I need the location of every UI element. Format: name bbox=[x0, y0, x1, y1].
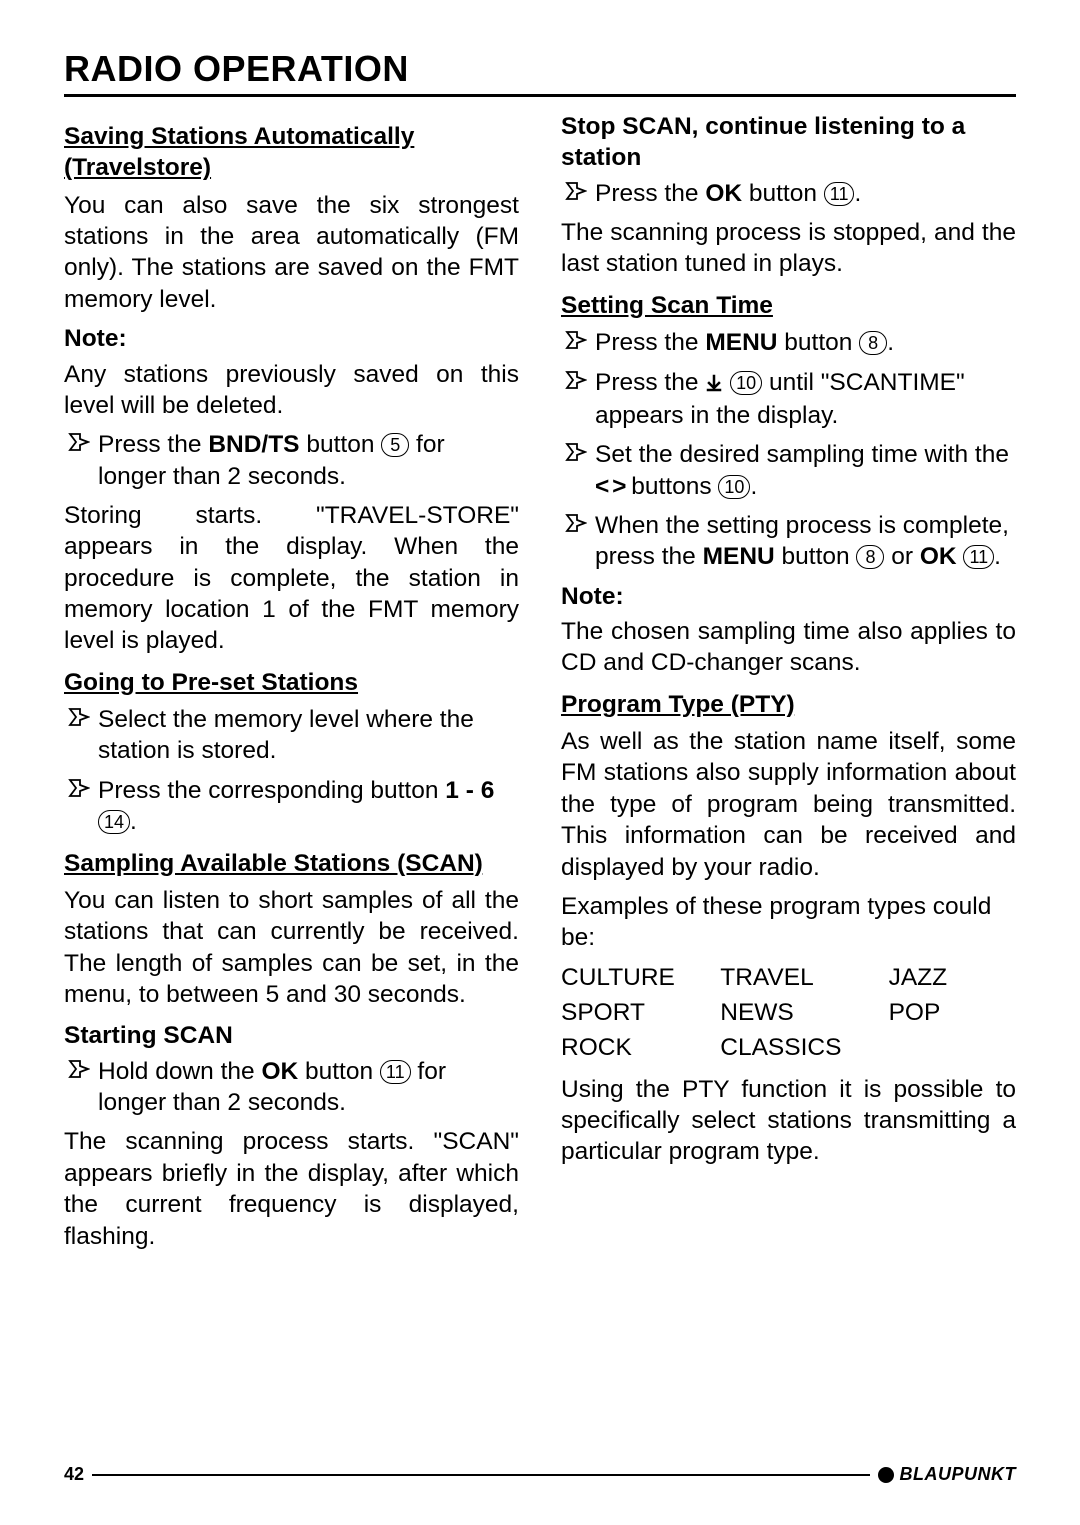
header-divider bbox=[64, 94, 1016, 97]
table-cell: JAZZ bbox=[889, 962, 1016, 993]
footer-divider bbox=[92, 1474, 869, 1476]
circled-number: 11 bbox=[963, 545, 994, 569]
bullet-text: When the setting process is complete, pr… bbox=[595, 510, 1016, 573]
section-heading: Program Type (PTY) bbox=[561, 689, 1016, 720]
table-cell: NEWS bbox=[720, 997, 888, 1028]
paragraph: Examples of these program types could be… bbox=[561, 891, 1016, 954]
page-number: 42 bbox=[64, 1464, 84, 1485]
section-heading: Going to Pre-set Stations bbox=[64, 667, 519, 698]
paragraph: The chosen sampling time also applies to… bbox=[561, 616, 1016, 679]
bullet-item: Press the BND/TS button 5 for longer tha… bbox=[64, 429, 519, 492]
bullet-item: Hold down the OK button 11 for longer th… bbox=[64, 1056, 519, 1119]
table-cell: CLASSICS bbox=[720, 1032, 888, 1063]
paragraph: You can listen to short samples of all t… bbox=[64, 885, 519, 1010]
arrow-icon bbox=[68, 704, 98, 727]
table-cell: POP bbox=[889, 997, 1016, 1028]
arrow-icon bbox=[565, 178, 595, 201]
left-column: Saving Stations Automatically (Travelsto… bbox=[64, 111, 519, 1485]
paragraph: As well as the station name itself, some… bbox=[561, 726, 1016, 883]
paragraph: Using the PTY function it is possible to… bbox=[561, 1074, 1016, 1168]
circled-number: 11 bbox=[380, 1060, 411, 1084]
brand-logo: BLAUPUNKT bbox=[878, 1464, 1017, 1485]
right-column: Stop SCAN, continue listening to a stati… bbox=[561, 111, 1016, 1485]
bullet-text: Press the OK button 11. bbox=[595, 178, 1016, 209]
footer: 42 BLAUPUNKT bbox=[64, 1464, 1016, 1485]
left-right-icon: < > bbox=[595, 473, 624, 500]
content-columns: Saving Stations Automatically (Travelsto… bbox=[64, 111, 1016, 1485]
circled-number: 11 bbox=[824, 182, 855, 206]
arrow-icon bbox=[68, 1056, 98, 1079]
bullet-item: Press the corresponding button 1 - 6 14. bbox=[64, 775, 519, 838]
circled-number: 10 bbox=[730, 371, 762, 395]
brand-dot-icon bbox=[878, 1467, 894, 1483]
paragraph: The scanning process is stopped, and the… bbox=[561, 217, 1016, 280]
bullet-item: Press the OK button 11. bbox=[561, 178, 1016, 209]
page: RADIO OPERATION Saving Stations Automati… bbox=[64, 48, 1016, 1485]
program-type-table: CULTURE TRAVEL JAZZ SPORT NEWS POP ROCK … bbox=[561, 962, 1016, 1064]
table-cell: SPORT bbox=[561, 997, 720, 1028]
bullet-text: Press the BND/TS button 5 for longer tha… bbox=[98, 429, 519, 492]
bullet-item: Press the MENU button 8. bbox=[561, 327, 1016, 358]
paragraph: Any stations previously saved on this le… bbox=[64, 359, 519, 422]
bullet-text: Select the memory level where the statio… bbox=[98, 704, 519, 767]
bullet-item: Press the 10 until "SCANTIME" appears in… bbox=[561, 367, 1016, 432]
bullet-text: Hold down the OK button 11 for longer th… bbox=[98, 1056, 519, 1119]
arrow-icon bbox=[565, 510, 595, 533]
sub-heading: Stop SCAN, continue listening to a stati… bbox=[561, 111, 1016, 174]
note-label: Note: bbox=[561, 581, 1016, 612]
page-title: RADIO OPERATION bbox=[64, 48, 1016, 90]
arrow-icon bbox=[565, 439, 595, 462]
section-heading: Sampling Available Stations (SCAN) bbox=[64, 848, 519, 879]
note-label: Note: bbox=[64, 323, 519, 354]
brand-text: BLAUPUNKT bbox=[900, 1464, 1017, 1485]
sub-heading: Starting SCAN bbox=[64, 1020, 519, 1051]
circled-number: 14 bbox=[98, 810, 130, 834]
circled-number: 5 bbox=[381, 433, 409, 457]
bullet-item: When the setting process is complete, pr… bbox=[561, 510, 1016, 573]
down-arrow-icon bbox=[705, 369, 723, 400]
circled-number: 8 bbox=[856, 545, 884, 569]
paragraph: Storing starts. "TRAVEL-STORE" appears i… bbox=[64, 500, 519, 657]
bullet-item: Set the desired sampling time with the <… bbox=[561, 439, 1016, 502]
section-heading: Setting Scan Time bbox=[561, 290, 1016, 321]
circled-number: 8 bbox=[859, 331, 887, 355]
circled-number: 10 bbox=[718, 475, 750, 499]
arrow-icon bbox=[565, 327, 595, 350]
section-heading: Saving Stations Automatically (Travelsto… bbox=[64, 121, 519, 184]
arrow-icon bbox=[68, 775, 98, 798]
table-cell: ROCK bbox=[561, 1032, 720, 1063]
table-cell: TRAVEL bbox=[720, 962, 888, 993]
arrow-icon bbox=[565, 367, 595, 390]
paragraph: You can also save the six strongest stat… bbox=[64, 190, 519, 315]
bullet-text: Set the desired sampling time with the <… bbox=[595, 439, 1016, 502]
table-cell bbox=[889, 1032, 1016, 1063]
table-cell: CULTURE bbox=[561, 962, 720, 993]
bullet-text: Press the corresponding button 1 - 6 14. bbox=[98, 775, 519, 838]
bullet-item: Select the memory level where the statio… bbox=[64, 704, 519, 767]
paragraph: The scanning process starts. "SCAN" appe… bbox=[64, 1126, 519, 1251]
arrow-icon bbox=[68, 429, 98, 452]
bullet-text: Press the MENU button 8. bbox=[595, 327, 1016, 358]
bullet-text: Press the 10 until "SCANTIME" appears in… bbox=[595, 367, 1016, 432]
